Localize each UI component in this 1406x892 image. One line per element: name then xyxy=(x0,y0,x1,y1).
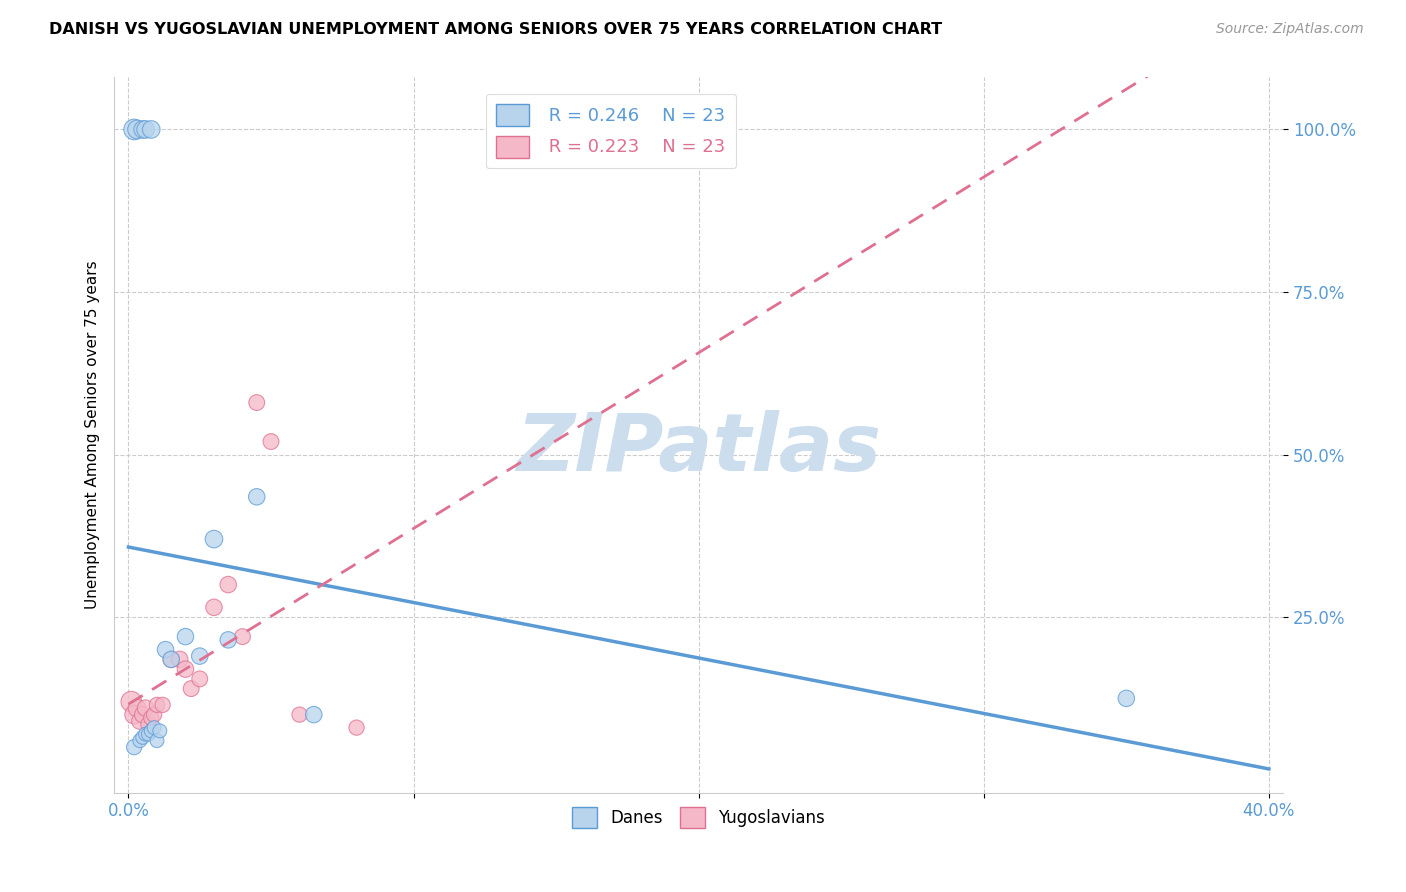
Point xyxy=(138,717,160,731)
Point xyxy=(217,577,239,591)
Point xyxy=(122,740,145,755)
Point xyxy=(122,122,145,136)
Point xyxy=(122,707,145,722)
Point xyxy=(188,649,211,664)
Point xyxy=(302,707,325,722)
Point xyxy=(138,727,160,741)
Text: ZIPatlas: ZIPatlas xyxy=(516,410,882,488)
Point xyxy=(174,630,197,644)
Point xyxy=(152,698,174,712)
Point xyxy=(128,714,150,728)
Text: Source: ZipAtlas.com: Source: ZipAtlas.com xyxy=(1216,22,1364,37)
Point xyxy=(143,707,166,722)
Point xyxy=(141,711,163,725)
Point xyxy=(180,681,202,696)
Point xyxy=(188,672,211,686)
Point xyxy=(155,642,177,657)
Point xyxy=(202,600,225,615)
Point xyxy=(141,122,163,136)
Point xyxy=(143,721,166,735)
Y-axis label: Unemployment Among Seniors over 75 years: Unemployment Among Seniors over 75 years xyxy=(86,260,100,609)
Point xyxy=(120,695,142,709)
Point xyxy=(135,727,157,741)
Point xyxy=(288,707,311,722)
Point xyxy=(202,532,225,546)
Point xyxy=(125,701,148,715)
Point xyxy=(131,707,153,722)
Point xyxy=(246,490,269,504)
Point xyxy=(217,632,239,647)
Point xyxy=(131,731,153,745)
Point xyxy=(260,434,283,449)
Point xyxy=(141,723,163,738)
Text: DANISH VS YUGOSLAVIAN UNEMPLOYMENT AMONG SENIORS OVER 75 YEARS CORRELATION CHART: DANISH VS YUGOSLAVIAN UNEMPLOYMENT AMONG… xyxy=(49,22,942,37)
Legend: Danes, Yugoslavians: Danes, Yugoslavians xyxy=(565,801,831,834)
Point xyxy=(128,733,150,747)
Point xyxy=(160,652,183,666)
Point xyxy=(231,630,253,644)
Point xyxy=(174,662,197,676)
Point xyxy=(346,721,368,735)
Point xyxy=(160,652,183,666)
Point xyxy=(1115,691,1137,706)
Point xyxy=(135,701,157,715)
Point xyxy=(146,698,169,712)
Point xyxy=(146,733,169,747)
Point xyxy=(246,395,269,409)
Point xyxy=(135,122,157,136)
Point xyxy=(131,122,153,136)
Point xyxy=(149,723,172,738)
Point xyxy=(125,122,148,136)
Point xyxy=(169,652,191,666)
